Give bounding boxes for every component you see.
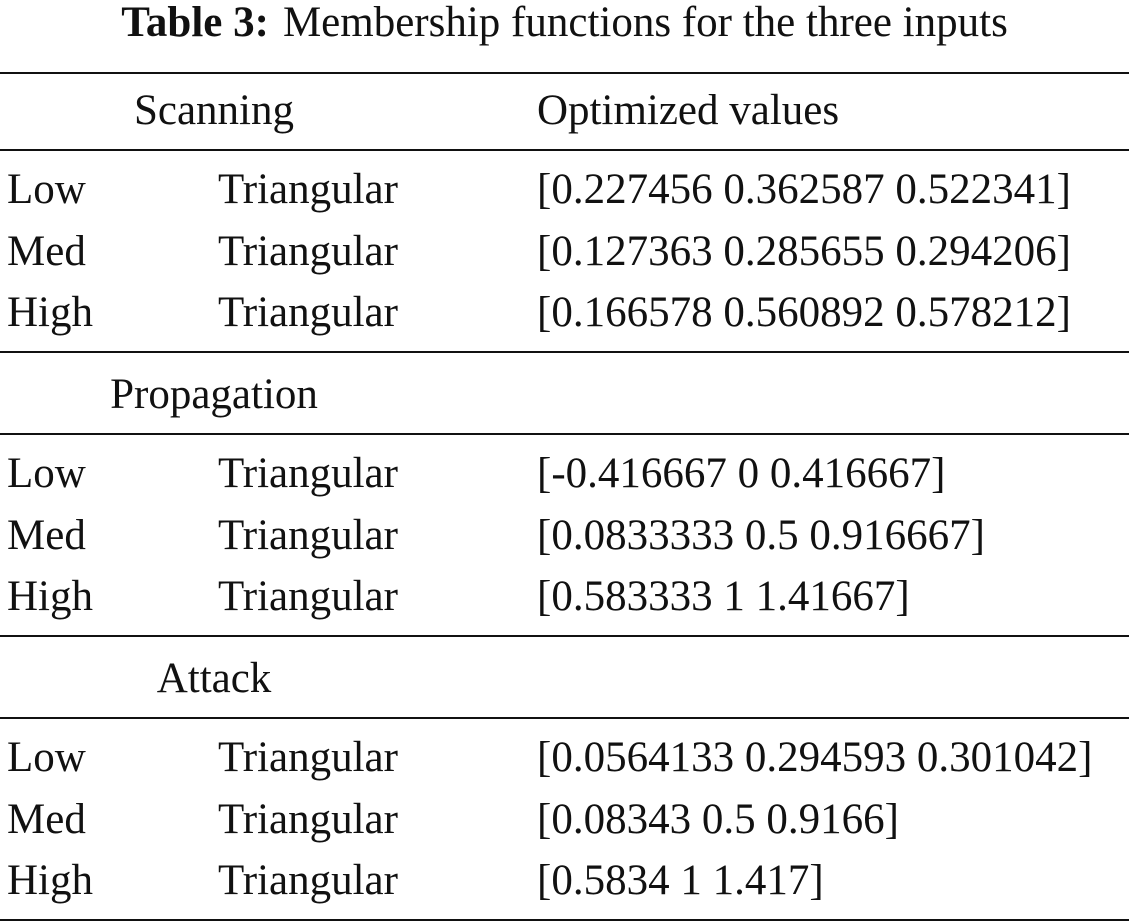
values-cell: [0.227456 0.362587 0.522341] [537,166,1071,213]
type-cell: Triangular [218,166,398,213]
type-cell: Triangular [218,511,398,559]
values-cell: [0.166578 0.560892 0.578212] [537,289,1071,336]
type-cell: Triangular [218,734,398,781]
section-bottom-rule [0,635,1129,637]
caption: Table 3: Membership functions for the thr… [0,0,1129,46]
section-rule [0,149,1129,151]
section-heading: Attack [156,655,272,702]
type-cell: Triangular [218,795,398,843]
caption-label: Table 3: [121,0,269,46]
values-cell: [0.5834 1 1.417] [537,857,824,904]
section-heading: Propagation [110,371,318,418]
level-cell: Med [7,795,86,843]
section-bottom-rule [0,919,1129,921]
type-cell: Triangular [218,227,398,275]
level-cell: High [7,573,93,620]
type-cell: Triangular [218,857,398,904]
column-header: Optimized values [537,87,840,134]
values-cell: [0.0833333 0.5 0.916667] [537,511,985,559]
top-rule [0,72,1129,74]
level-cell: Med [7,227,86,275]
section-bottom-rule [0,351,1129,353]
level-cell: High [7,857,93,904]
section-heading: Scanning [133,87,295,134]
values-cell: [0.08343 0.5 0.9166] [537,795,899,843]
level-cell: Med [7,511,86,559]
level-cell: Low [7,734,86,781]
section-rule [0,433,1129,435]
level-cell: Low [7,166,86,213]
type-cell: Triangular [218,289,398,336]
values-cell: [0.0564133 0.294593 0.301042] [537,734,1093,781]
type-cell: Triangular [218,450,398,497]
values-cell: [0.583333 1 1.41667] [537,573,910,620]
values-cell: [0.127363 0.285655 0.294206] [537,227,1071,275]
values-cell: [-0.416667 0 0.416667] [537,450,946,497]
level-cell: Low [7,450,86,497]
type-cell: Triangular [218,573,398,620]
section-rule [0,717,1129,719]
level-cell: High [7,289,93,336]
caption-text: Membership functions for the three input… [282,0,1008,46]
